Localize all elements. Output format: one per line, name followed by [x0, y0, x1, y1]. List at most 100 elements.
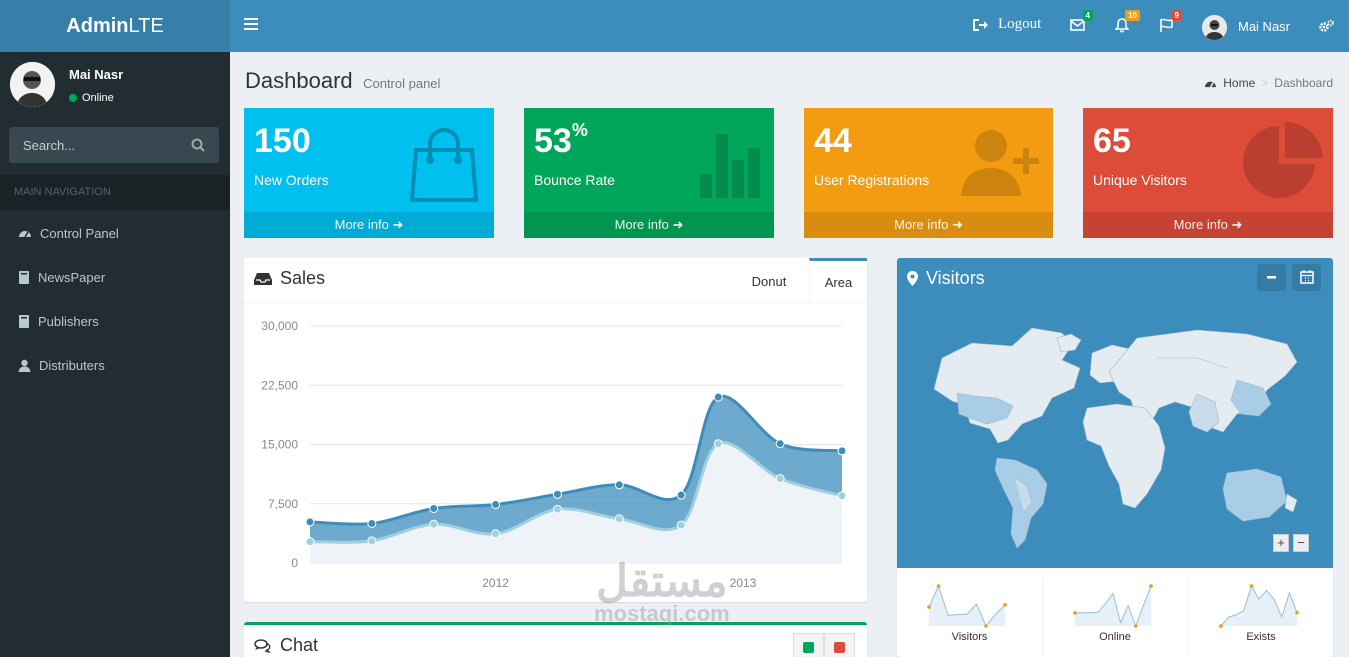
collapse-button[interactable]	[1257, 264, 1286, 291]
y-tick-label: 15,000	[261, 438, 298, 452]
sparkline-area	[1075, 586, 1151, 626]
stat-value: 44	[814, 122, 852, 160]
watermark: مستقل mostaqi.com	[594, 556, 730, 627]
breadcrumb-home[interactable]: Home	[1223, 76, 1256, 90]
series-1-point	[305, 517, 315, 527]
more-info-link[interactable]: More info ➜	[804, 212, 1053, 238]
stat-value: 53%	[534, 120, 588, 160]
flag-badge: 9	[1171, 10, 1182, 21]
series-area-2	[310, 442, 842, 563]
watermark-arabic: مستقل	[596, 557, 728, 606]
dashboard-icon	[1205, 81, 1217, 88]
sidebar-item-label: Publishers	[38, 313, 99, 329]
series-2-point	[713, 439, 723, 449]
map-marker-icon	[907, 271, 918, 286]
brand-logo[interactable]: AdminLTE	[0, 0, 230, 52]
mail-badge: 4	[1082, 10, 1093, 21]
more-info-link[interactable]: More info ➜	[1083, 212, 1333, 238]
sparkline-line	[1220, 584, 1298, 627]
sidebar-item-label: Distributers	[39, 357, 105, 373]
watermark-latin: mostaqi.com	[594, 601, 730, 626]
online-dot-icon	[69, 94, 77, 102]
logout-link[interactable]: Logout	[972, 16, 1041, 33]
arrow-circle-right-icon: ➜	[392, 217, 404, 232]
comments-icon	[254, 638, 271, 653]
search-icon[interactable]	[191, 138, 205, 152]
inbox-icon	[254, 272, 272, 285]
series-2-point	[614, 514, 624, 524]
tasks-menu[interactable]: 9	[1159, 10, 1182, 34]
content-header: Dashboard Control panel	[245, 68, 440, 94]
search-input[interactable]: Search...	[23, 138, 76, 153]
series-2-point	[305, 537, 315, 547]
stat-label: New Orders	[254, 172, 329, 188]
series-1-point	[491, 500, 501, 510]
book-icon	[19, 270, 29, 284]
breadcrumb-separator: >	[1261, 76, 1269, 90]
user-plus-icon	[961, 130, 1039, 196]
sidebar-toggle-button[interactable]	[244, 18, 258, 32]
visitors-panel: Visitors + −	[897, 258, 1333, 657]
map-zoom-in-button[interactable]: +	[1273, 534, 1289, 552]
sparkline-point	[927, 605, 931, 609]
messages-menu[interactable]: 4	[1070, 10, 1093, 34]
bar-chart-icon	[700, 134, 760, 198]
settings-button[interactable]	[1318, 19, 1334, 35]
x-tick-label: 2013	[730, 576, 757, 590]
sparkline-chart	[1219, 584, 1299, 628]
chat-status-online-button[interactable]	[793, 633, 824, 657]
stat-value: 150	[254, 122, 311, 160]
breadcrumb-current: Dashboard	[1274, 76, 1333, 90]
sign-out-icon	[973, 18, 988, 31]
visitors-header: Visitors	[907, 268, 985, 289]
date-range-button[interactable]	[1292, 264, 1321, 291]
chat-title: Chat	[280, 635, 319, 655]
world-map-graphic	[933, 327, 1298, 549]
nav-header: MAIN NAVIGATION	[0, 175, 230, 210]
sidebar-item-control-panel[interactable]: Control Panel	[0, 211, 230, 255]
more-info-link[interactable]: More info ➜	[244, 212, 494, 238]
divider	[244, 302, 867, 303]
sales-header: Sales	[254, 268, 325, 289]
stat-label: Unique Visitors	[1093, 172, 1187, 188]
brand-bold: Admin	[66, 15, 129, 37]
sidebar-item-distributers[interactable]: Distributers	[0, 343, 230, 387]
chat-panel: Chat	[244, 622, 867, 657]
book-icon	[19, 314, 29, 328]
notifications-menu[interactable]: 10	[1114, 10, 1140, 34]
map-zoom-out-button[interactable]: −	[1293, 534, 1309, 552]
chat-status-offline-button[interactable]	[824, 633, 855, 657]
tab-donut[interactable]: Donut	[751, 274, 787, 289]
sparkline-label: Exists	[1246, 631, 1276, 643]
sparkline-point	[1219, 624, 1223, 628]
sparkline-line	[1074, 585, 1152, 628]
tab-area[interactable]: Area	[809, 258, 867, 302]
series-2-point	[676, 520, 686, 530]
more-info-link[interactable]: More info ➜	[524, 212, 774, 238]
series-1-point	[429, 503, 439, 513]
sparkline-point	[984, 624, 988, 628]
user-icon	[18, 359, 31, 372]
sparkline-exists: Exists	[1188, 578, 1333, 657]
series-2-point	[775, 473, 785, 483]
user-name-top[interactable]: Mai Nasr	[1238, 19, 1291, 34]
arrow-circle-right-icon: ➜	[672, 217, 684, 232]
series-2-point	[429, 519, 439, 529]
shopping-bag-icon	[409, 128, 479, 202]
y-tick-label: 0	[291, 556, 298, 570]
user-avatar-top[interactable]	[1202, 15, 1227, 40]
stat-label: Bounce Rate	[534, 172, 615, 188]
y-tick-label: 22,500	[261, 378, 298, 392]
sidebar-item-publishers[interactable]: Publishers	[0, 299, 230, 343]
sparkline-point	[1003, 602, 1007, 607]
sidebar-search[interactable]: Search...	[9, 127, 219, 163]
y-tick-label: 30,000	[261, 319, 298, 333]
dashboard-icon	[19, 231, 31, 238]
series-2-point	[552, 504, 562, 514]
series-1-point	[775, 439, 785, 449]
series-line-1	[309, 394, 843, 526]
sparkline-visitors: Visitors	[897, 578, 1042, 657]
sidebar-item-newspaper[interactable]: NewsPaper	[0, 255, 230, 299]
stat-value: 65	[1093, 122, 1131, 160]
series-2-point	[837, 491, 847, 501]
